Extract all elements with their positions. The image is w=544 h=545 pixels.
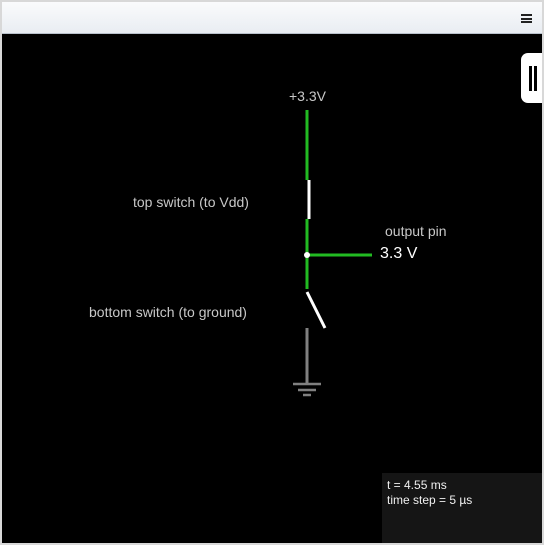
output-node[interactable] bbox=[304, 252, 310, 258]
ground-symbol-icon bbox=[293, 382, 321, 397]
supply-label: +3.3V bbox=[289, 88, 326, 104]
status-panel: t = 4.55 ms time step = 5 µs bbox=[382, 473, 542, 543]
bottom-switch-label: bottom switch (to ground) bbox=[89, 304, 247, 320]
pause-bars-icon bbox=[529, 66, 532, 91]
time-readout: t = 4.55 ms bbox=[387, 478, 447, 492]
hamburger-menu-icon[interactable] bbox=[521, 14, 532, 23]
top-toolbar bbox=[2, 2, 542, 34]
side-panel-toggle[interactable] bbox=[521, 53, 542, 103]
output-voltage-value: 3.3 V bbox=[380, 245, 418, 262]
top-switch-label: top switch (to Vdd) bbox=[133, 194, 249, 210]
bottom-switch[interactable] bbox=[305, 291, 327, 329]
output-pin-label: output pin bbox=[385, 223, 447, 239]
time-step-readout: time step = 5 µs bbox=[387, 493, 473, 507]
